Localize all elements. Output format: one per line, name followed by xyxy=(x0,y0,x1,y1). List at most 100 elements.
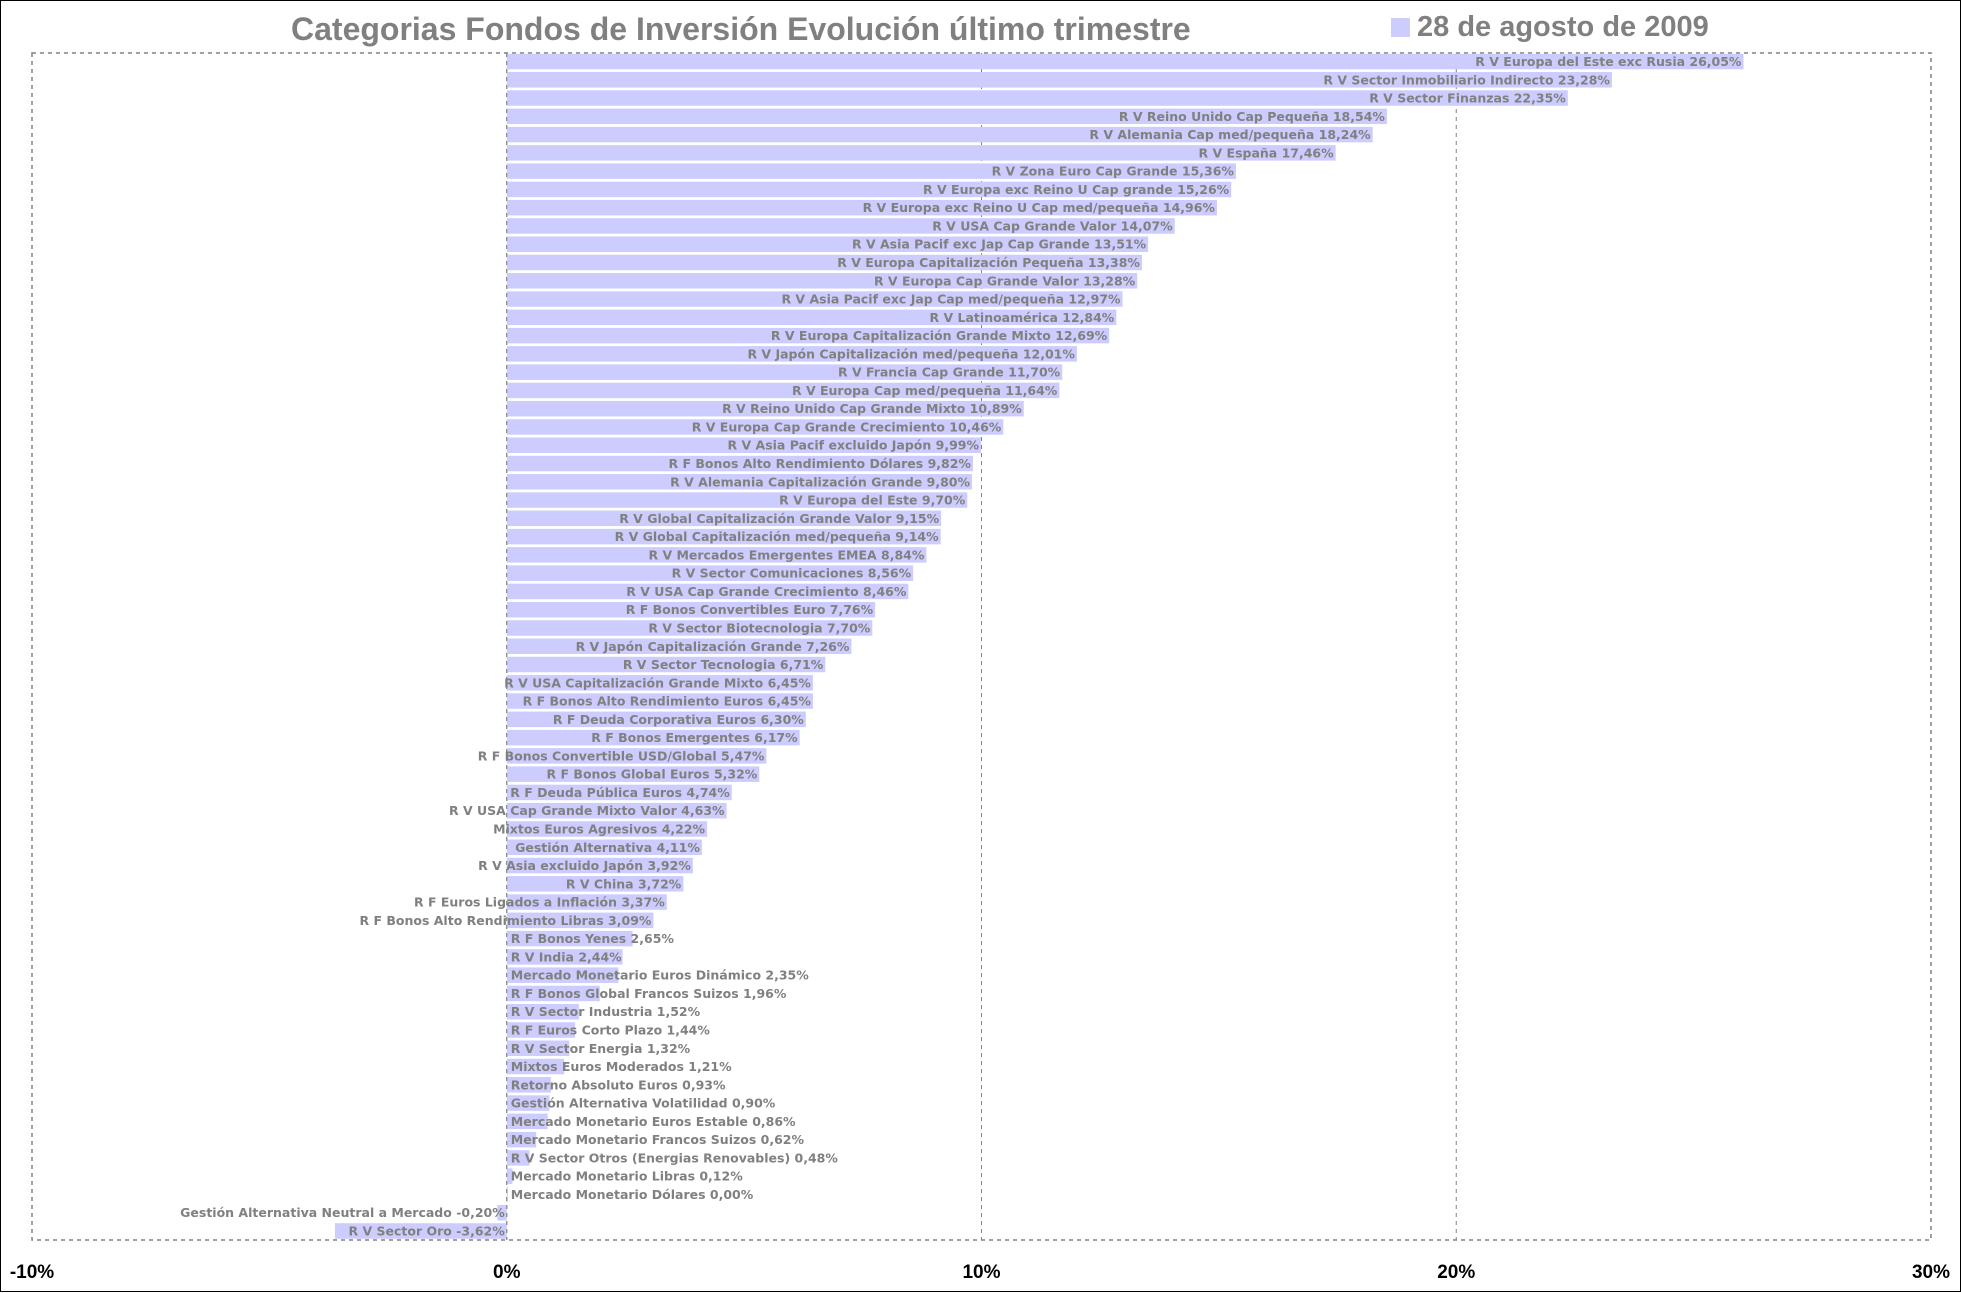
bar-label-11: R V Europa Capitalización Pequeña 13,38% xyxy=(837,255,1140,270)
bar-40 xyxy=(506,784,732,801)
bar-label-51: R F Bonos Global Francos Suizos 1,96% xyxy=(511,986,787,1001)
legend-swatch xyxy=(1391,18,1410,37)
bar-61 xyxy=(506,1168,513,1184)
bar-label-64: R V Sector Oro -3,62% xyxy=(348,1224,505,1239)
bar-18 xyxy=(506,382,1060,399)
bar-label-27: R V Mercados Emergentes EMEA 8,84% xyxy=(648,547,924,562)
bar-label-21: R V Asia Pacif excluido Japón 9,99% xyxy=(728,438,980,453)
bar-41 xyxy=(506,802,727,819)
bar-47 xyxy=(506,912,654,929)
bar-9 xyxy=(506,218,1175,234)
bar-label-43: Gestión Alternativa 4,11% xyxy=(515,840,700,855)
bar-0 xyxy=(506,53,1744,70)
x-tick-label-4: 30% xyxy=(1912,1262,1950,1283)
bar-19 xyxy=(506,400,1024,417)
bar-label-17: R V Francia Cap Grande 11,70% xyxy=(838,365,1061,380)
bar-label-14: R V Latinoamérica 12,84% xyxy=(930,310,1115,325)
bar-37 xyxy=(506,729,800,746)
bar-28 xyxy=(506,565,914,581)
bar-label-28: R V Sector Comunicaciones 8,56% xyxy=(672,566,912,581)
bar-26 xyxy=(506,528,941,545)
bar-57 xyxy=(506,1095,550,1111)
bar-46 xyxy=(506,894,667,910)
bar-49 xyxy=(506,949,623,965)
bar-27 xyxy=(506,547,927,563)
bar-label-55: Mixtos Euros Moderados 1,21% xyxy=(511,1059,732,1074)
bar-52 xyxy=(506,1003,579,1020)
bar-label-4: R V Alemania Cap med/pequeña 18,24% xyxy=(1089,127,1371,142)
bar-label-40: R F Deuda Pública Euros 4,74% xyxy=(510,785,730,800)
bar-label-49: R V India 2,44% xyxy=(511,949,622,964)
bar-label-58: Mercado Monetario Euros Estable 0,86% xyxy=(511,1114,796,1129)
bar-label-37: R F Bonos Emergentes 6,17% xyxy=(591,730,798,745)
bar-label-54: R V Sector Energia 1,32% xyxy=(511,1041,691,1056)
bar-56 xyxy=(506,1077,551,1093)
bar-label-10: R V Asia Pacif exc Jap Cap Grande 13,51% xyxy=(852,237,1147,252)
bar-25 xyxy=(506,510,942,527)
bar-23 xyxy=(506,474,973,490)
bar-label-1: R V Sector Inmobiliario Indirecto 23,28% xyxy=(1323,72,1610,87)
bar-label-6: R V Zona Euro Cap Grande 15,36% xyxy=(992,164,1235,179)
bar-label-57: Gestión Alternativa Volatilidad 0,90% xyxy=(511,1096,776,1111)
bar-22 xyxy=(506,455,973,472)
bar-label-13: R V Asia Pacif exc Jap Cap med/pequeña 1… xyxy=(781,292,1121,307)
bar-64 xyxy=(334,1223,507,1239)
bar-35 xyxy=(506,693,813,709)
bar-50 xyxy=(506,967,619,983)
bar-16 xyxy=(506,346,1077,362)
bar-2 xyxy=(506,90,1568,106)
bar-6 xyxy=(506,163,1236,179)
bar-label-12: R V Europa Cap Grande Valor 13,28% xyxy=(874,273,1136,288)
bar-13 xyxy=(506,291,1123,307)
bar-label-9: R V USA Cap Grande Valor 14,07% xyxy=(932,218,1173,233)
bar-48 xyxy=(506,930,633,947)
x-tick-label-2: 10% xyxy=(962,1262,1000,1283)
bar-label-15: R V Europa Capitalización Grande Mixto 1… xyxy=(771,328,1108,343)
bar-55 xyxy=(506,1058,565,1075)
bar-label-20: R V Europa Cap Grande Crecimiento 10,46% xyxy=(692,419,1002,434)
bar-label-7: R V Europa exc Reino U Cap grande 15,26% xyxy=(923,182,1230,197)
bar-label-38: R F Bonos Convertible USD/Global 5,47% xyxy=(478,748,765,763)
bar-label-50: Mercado Monetario Euros Dinámico 2,35% xyxy=(511,968,809,983)
bar-label-29: R V USA Cap Grande Crecimiento 8,46% xyxy=(626,584,907,599)
bar-45 xyxy=(506,876,684,892)
bar-label-56: Retorno Absoluto Euros 0,93% xyxy=(511,1077,726,1092)
bar-label-53: R F Euros Corto Plazo 1,44% xyxy=(511,1022,711,1037)
x-tick-label-1: 0% xyxy=(493,1262,521,1283)
bar-label-22: R F Bonos Alto Rendimiento Dólares 9,82% xyxy=(668,456,971,471)
bar-51 xyxy=(506,985,600,1002)
bar-34 xyxy=(506,675,813,691)
bar-label-41: R V USA Cap Grande Mixto Valor 4,63% xyxy=(449,803,725,818)
bar-label-63: Gestión Alternativa Neutral a Mercado -0… xyxy=(180,1205,505,1220)
bar-62 xyxy=(506,1186,508,1203)
bar-1 xyxy=(506,72,1612,88)
bar-11 xyxy=(506,254,1142,271)
bar-label-47: R F Bonos Alto Rendimiento Libras 3,09% xyxy=(360,913,652,928)
bar-12 xyxy=(506,273,1138,289)
bar-label-39: R F Bonos Global Euros 5,32% xyxy=(547,767,758,782)
bar-label-3: R V Reino Unido Cap Pequeña 18,54% xyxy=(1119,109,1386,124)
bar-label-44: R V Asia excluido Japón 3,92% xyxy=(478,858,691,873)
bar-label-35: R F Bonos Alto Rendimiento Euros 6,45% xyxy=(523,694,812,709)
bar-label-36: R F Deuda Corporativa Euros 6,30% xyxy=(553,712,804,727)
bar-30 xyxy=(506,601,876,618)
bar-label-18: R V Europa Cap med/pequeña 11,64% xyxy=(792,383,1058,398)
bar-58 xyxy=(506,1113,548,1130)
bar-38 xyxy=(506,748,767,764)
bar-label-33: R V Sector Tecnologia 6,71% xyxy=(623,657,824,672)
bar-21 xyxy=(506,437,982,453)
x-tick-label-0: -10% xyxy=(10,1262,54,1283)
bar-label-52: R V Sector Industria 1,52% xyxy=(511,1004,701,1019)
bar-label-46: R F Euros Ligados a Inflación 3,37% xyxy=(414,895,665,910)
bar-15 xyxy=(506,327,1110,344)
bar-4 xyxy=(506,126,1373,143)
legend-label: 28 de agosto de 2009 xyxy=(1417,11,1709,43)
bar-label-32: R V Japón Capitalización Grande 7,26% xyxy=(576,639,850,654)
bar-24 xyxy=(506,492,968,508)
bar-label-59: Mercado Monetario Francos Suizos 0,62% xyxy=(511,1132,805,1147)
bar-label-16: R V Japón Capitalización med/pequeña 12,… xyxy=(747,346,1075,361)
bar-44 xyxy=(506,857,693,874)
bar-14 xyxy=(506,309,1117,326)
